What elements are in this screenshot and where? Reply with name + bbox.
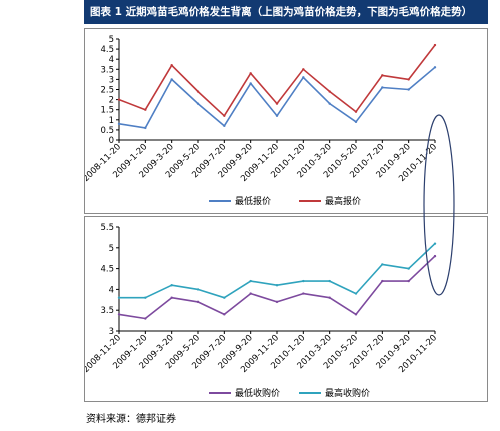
- legend-label-1: 最低报价: [235, 195, 271, 207]
- y-tick-label: 3.5: [100, 306, 114, 316]
- series-point-2: [117, 296, 121, 299]
- series-point-2: [275, 284, 279, 287]
- series-point-1: [328, 296, 331, 299]
- series-point-1: [196, 300, 200, 304]
- chick-price-chart: 00.511.522.533.544.552008-11-202009-1-20…: [85, 35, 439, 207]
- series-point-1: [144, 126, 147, 130]
- chart-panel-top: 0 0.5 1 1.5 2 2.5 3 3.5 4 4.5 5 2008-11-20 2009-1-20…: [84, 28, 488, 214]
- series-line-2: [118, 44, 436, 117]
- series-point-2: [144, 108, 147, 111]
- series-point-1: [275, 114, 279, 117]
- y-tick-label: 2: [109, 96, 114, 106]
- series-point-1: [354, 313, 358, 316]
- series-point-2: [223, 296, 226, 299]
- y-tick-label: 4: [109, 55, 114, 65]
- series-point-2: [223, 114, 226, 117]
- series-point-2: [249, 279, 252, 283]
- series-point-2: [328, 279, 331, 283]
- series-line-2: [119, 243, 436, 299]
- series-point-2: [144, 296, 147, 299]
- y-tick-label: 0: [109, 136, 114, 146]
- figure-title: 图表 1 近期鸡苗毛鸡价格发生背离（上图为鸡苗价格走势，下图为毛鸡价格走势）: [84, 0, 488, 24]
- series-point-1: [223, 124, 226, 128]
- series-point-2: [328, 90, 331, 93]
- y-tick-label: 1: [109, 116, 114, 126]
- series-point-2: [196, 288, 200, 291]
- series-point-1: [354, 120, 358, 124]
- series-point-1: [302, 76, 305, 79]
- series-point-1: [381, 86, 384, 89]
- series-point-2: [381, 263, 384, 266]
- y-tick-label: 3: [109, 75, 114, 85]
- series-point-1: [249, 82, 252, 85]
- series-point-2: [275, 102, 279, 105]
- series-point-2: [302, 279, 305, 283]
- series-point-2: [407, 267, 410, 270]
- legend-label-1: 最低收购价: [235, 387, 280, 399]
- series-point-1: [275, 300, 279, 304]
- series-point-1: [381, 279, 384, 283]
- series-point-2: [407, 78, 410, 81]
- series-point-1: [223, 313, 226, 316]
- y-tick-label: 5.5: [100, 223, 114, 233]
- series-point-1: [407, 88, 410, 91]
- y-tick-label: 1.5: [100, 106, 114, 116]
- y-tick-label: 3.5: [100, 65, 114, 75]
- series-point-1: [407, 279, 410, 283]
- y-tick-label: 2.5: [100, 86, 114, 96]
- source-note: 资料来源：德邦证券: [86, 414, 176, 425]
- series-point-2: [117, 98, 121, 101]
- y-tick-label: 4.5: [100, 265, 114, 275]
- series-point-1: [170, 78, 173, 81]
- legend-label-2: 最高报价: [325, 195, 361, 207]
- series-point-1: [433, 66, 437, 69]
- series-point-2: [196, 90, 200, 93]
- y-tick-label: 4.5: [100, 45, 114, 55]
- series-point-1: [328, 102, 331, 105]
- series-point-1: [117, 122, 121, 126]
- series-point-1: [170, 296, 173, 299]
- series-point-2: [433, 43, 437, 47]
- legend-label-2: 最高收购价: [325, 387, 370, 399]
- series-point-2: [170, 64, 173, 67]
- y-tick-label: 4: [109, 285, 114, 295]
- series-point-1: [117, 313, 121, 316]
- y-tick-label: 3: [109, 327, 114, 337]
- series-point-2: [354, 110, 358, 113]
- series-point-1: [302, 292, 305, 295]
- series-point-2: [381, 74, 384, 77]
- series-point-2: [249, 72, 252, 75]
- y-tick-label: 0.5: [100, 126, 114, 136]
- series-point-1: [433, 254, 437, 258]
- series-point-1: [249, 292, 252, 295]
- y-tick-label: 5: [109, 244, 114, 254]
- y-tick-label: 5: [109, 35, 114, 45]
- series-point-2: [302, 68, 305, 71]
- series-point-2: [433, 242, 437, 245]
- series-point-1: [196, 102, 200, 105]
- chart-panel-bottom: 3 3.5 4 4.5 5 5.5 2008-11-20 2009-1-20 2009-3-20…: [84, 216, 488, 402]
- broiler-price-chart: 33.544.555.52008-11-202009-1-202009-3-20…: [85, 223, 439, 399]
- series-point-1: [144, 317, 147, 320]
- series-point-2: [354, 292, 358, 295]
- series-point-2: [170, 284, 173, 287]
